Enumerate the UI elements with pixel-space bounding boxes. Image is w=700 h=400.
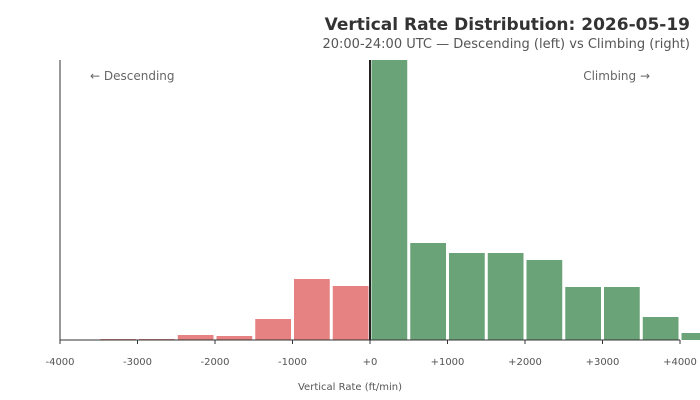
bar-climbing-9 [449, 253, 485, 340]
bar-climbing-11 [526, 260, 563, 340]
bar-descending-3 [216, 336, 253, 340]
bars-group [100, 60, 700, 340]
bar-climbing-14 [642, 317, 679, 340]
x-tick-label: -3000 [123, 357, 152, 368]
x-tick-label: -4000 [45, 357, 74, 368]
bar-climbing-13 [604, 287, 640, 340]
chart-title: Vertical Rate Distribution: 2026-05-19 [325, 15, 690, 35]
bar-climbing-8 [410, 243, 446, 340]
x-tick-label: +3000 [586, 357, 620, 368]
bar-descending-5 [294, 279, 330, 340]
chart-subtitle: 20:00-24:00 UTC — Descending (left) vs C… [322, 37, 690, 52]
x-axis-label: Vertical Rate (ft/min) [298, 382, 402, 393]
x-tick-label: +1000 [431, 357, 465, 368]
bar-climbing-7 [371, 60, 408, 340]
bar-descending-6 [332, 286, 369, 340]
x-ticks-group: -4000 -3000 -2000 -1000 +0 +1000 +2000 +3000 +40… [45, 340, 697, 368]
bar-climbing-15 [681, 333, 700, 340]
descending-annotation: ← Descending [90, 69, 175, 83]
x-tick-label: -1000 [278, 357, 307, 368]
bar-descending-2 [177, 335, 214, 340]
bar-climbing-12 [565, 287, 601, 340]
climbing-annotation: Climbing → [583, 69, 650, 83]
x-tick-label: +4000 [663, 357, 697, 368]
bar-descending-4 [255, 319, 291, 340]
x-tick-label: +0 [363, 357, 378, 368]
x-tick-label: -2000 [200, 357, 229, 368]
x-tick-label: +2000 [508, 357, 542, 368]
bar-climbing-10 [487, 253, 524, 340]
